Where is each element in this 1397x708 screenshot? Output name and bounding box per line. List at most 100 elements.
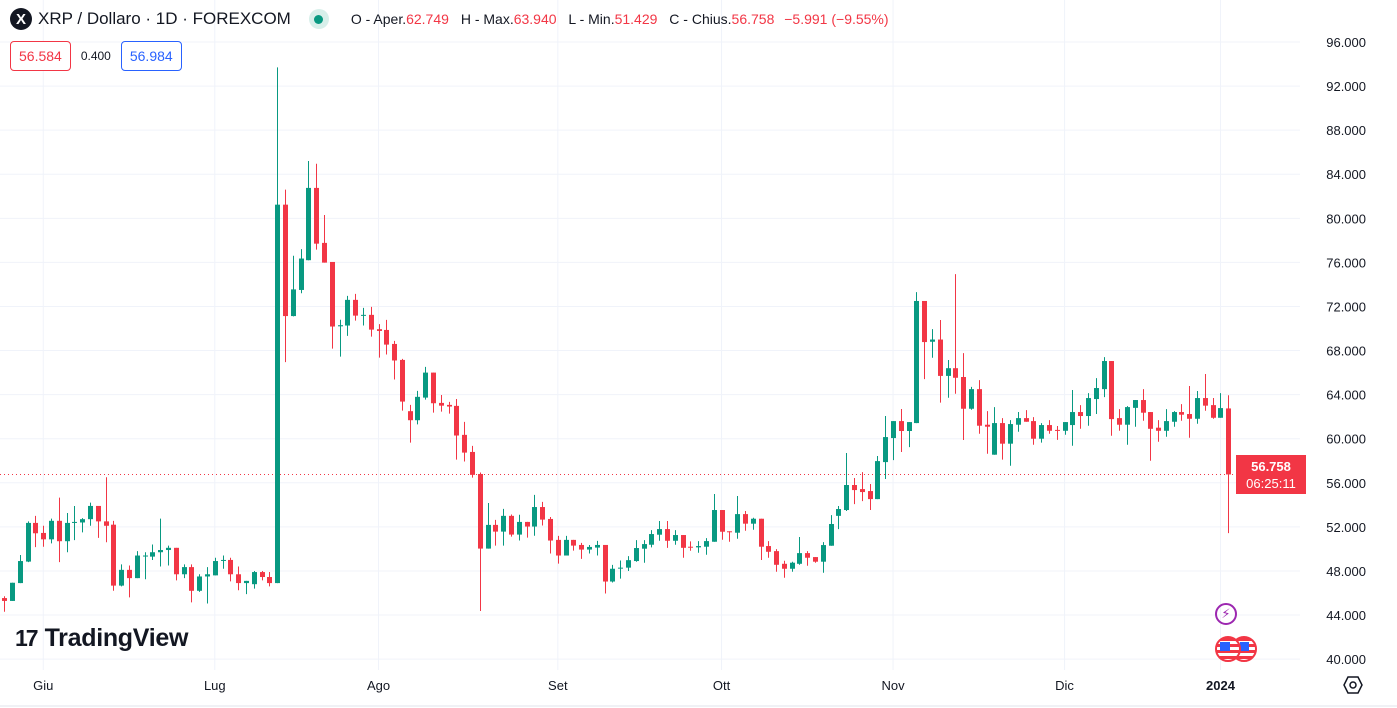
- candle-up[interactable]: [1125, 406, 1130, 445]
- candle-up[interactable]: [657, 521, 662, 541]
- candle-down[interactable]: [1156, 420, 1161, 442]
- candle-up[interactable]: [166, 545, 171, 566]
- candle-down[interactable]: [899, 408, 904, 453]
- candle-down[interactable]: [556, 535, 561, 564]
- candle-up[interactable]: [969, 386, 974, 410]
- candle-down[interactable]: [571, 539, 576, 551]
- candle-up[interactable]: [649, 530, 654, 548]
- candle-down[interactable]: [743, 511, 748, 531]
- candle-up[interactable]: [564, 535, 569, 556]
- candle-up[interactable]: [1133, 400, 1138, 427]
- candle-up[interactable]: [836, 505, 841, 530]
- candle-down[interactable]: [493, 519, 498, 546]
- candle-up[interactable]: [65, 512, 70, 553]
- candle-up[interactable]: [1008, 420, 1013, 466]
- candle-up[interactable]: [182, 564, 187, 579]
- candle-down[interactable]: [727, 531, 732, 542]
- candle-up[interactable]: [158, 518, 163, 567]
- candle-up[interactable]: [423, 366, 428, 400]
- candle-up[interactable]: [930, 329, 935, 358]
- candle-down[interactable]: [1047, 420, 1052, 434]
- candle-down[interactable]: [322, 215, 327, 263]
- candle-down[interactable]: [228, 557, 233, 582]
- candle-up[interactable]: [1016, 412, 1021, 432]
- candle-up[interactable]: [595, 540, 600, 556]
- candle-up[interactable]: [532, 494, 537, 536]
- candle-down[interactable]: [314, 163, 319, 250]
- candle-up[interactable]: [618, 560, 623, 579]
- candle-down[interactable]: [377, 324, 382, 358]
- sell-button[interactable]: 56.584: [10, 41, 71, 71]
- candle-down[interactable]: [2, 596, 7, 612]
- buy-button[interactable]: 56.984: [120, 41, 182, 71]
- candle-up[interactable]: [673, 530, 678, 545]
- candle-down[interactable]: [189, 564, 194, 603]
- candle-down[interactable]: [260, 570, 265, 581]
- chart-settings-icon[interactable]: [1343, 675, 1363, 695]
- candle-up[interactable]: [1195, 391, 1200, 424]
- candle-down[interactable]: [454, 398, 459, 460]
- candle-up[interactable]: [992, 407, 997, 455]
- candle-down[interactable]: [267, 572, 272, 587]
- candle-down[interactable]: [766, 541, 771, 558]
- candle-up[interactable]: [1094, 378, 1099, 415]
- candle-down[interactable]: [1226, 395, 1231, 534]
- candle-up[interactable]: [1086, 393, 1091, 426]
- candle-up[interactable]: [712, 494, 717, 542]
- candle-down[interactable]: [805, 551, 810, 566]
- candle-up[interactable]: [299, 249, 304, 294]
- tradingview-logo[interactable]: 17 TradingView: [15, 624, 188, 653]
- candle-up[interactable]: [119, 564, 124, 587]
- candle-down[interactable]: [813, 557, 818, 563]
- candle-up[interactable]: [306, 161, 311, 261]
- candle-down[interactable]: [540, 501, 545, 526]
- us-flag-event-icon[interactable]: [1215, 636, 1241, 662]
- candle-down[interactable]: [525, 521, 530, 538]
- candle-down[interactable]: [236, 566, 241, 591]
- candle-down[interactable]: [1203, 374, 1208, 411]
- candle-up[interactable]: [914, 292, 919, 424]
- candle-down[interactable]: [977, 380, 982, 434]
- candle-up[interactable]: [735, 496, 740, 539]
- candle-up[interactable]: [626, 556, 631, 571]
- candle-down[interactable]: [548, 516, 553, 554]
- candle-down[interactable]: [111, 520, 116, 591]
- candle-down[interactable]: [1211, 398, 1216, 419]
- candle-up[interactable]: [1070, 390, 1075, 446]
- candle-down[interactable]: [174, 547, 179, 581]
- candle-up[interactable]: [252, 570, 257, 589]
- candle-up[interactable]: [642, 540, 647, 563]
- candle-up[interactable]: [150, 544, 155, 560]
- candle-up[interactable]: [338, 319, 343, 357]
- candle-down[interactable]: [938, 320, 943, 403]
- candle-up[interactable]: [634, 540, 639, 562]
- candle-down[interactable]: [1055, 426, 1060, 440]
- candle-down[interactable]: [41, 525, 46, 547]
- candle-up[interactable]: [10, 582, 15, 601]
- candle-up[interactable]: [213, 557, 218, 576]
- candle-up[interactable]: [696, 541, 701, 553]
- candle-down[interactable]: [353, 293, 358, 321]
- candle-down[interactable]: [1109, 361, 1114, 436]
- candle-up[interactable]: [501, 508, 506, 546]
- candle-up[interactable]: [1039, 423, 1044, 443]
- candle-up[interactable]: [291, 255, 296, 317]
- candle-down[interactable]: [1148, 412, 1153, 461]
- candle-down[interactable]: [759, 518, 764, 560]
- candle-up[interactable]: [587, 544, 592, 554]
- candle-down[interactable]: [579, 542, 584, 559]
- candle-up[interactable]: [486, 502, 491, 549]
- candle-down[interactable]: [603, 544, 608, 594]
- candle-up[interactable]: [829, 515, 834, 546]
- candle-down[interactable]: [860, 472, 865, 502]
- candle-down[interactable]: [96, 505, 101, 538]
- candle-down[interactable]: [369, 306, 374, 337]
- candle-down[interactable]: [1187, 386, 1192, 438]
- candle-down[interactable]: [985, 411, 990, 454]
- candle-up[interactable]: [875, 456, 880, 500]
- candle-down[interactable]: [283, 189, 288, 363]
- candle-up[interactable]: [88, 502, 93, 526]
- candle-up[interactable]: [361, 307, 366, 326]
- candle-up[interactable]: [1218, 393, 1223, 418]
